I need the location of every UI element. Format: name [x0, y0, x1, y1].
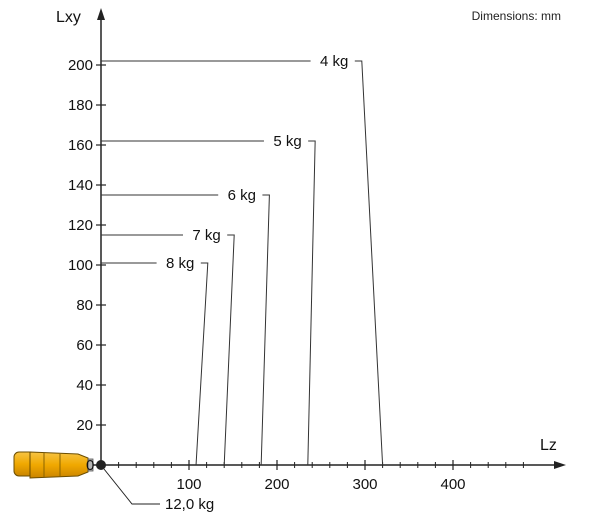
y-tick-label: 20 [76, 417, 93, 434]
gripper-icon [13, 451, 94, 479]
series-drop-7-kg [223, 234, 235, 466]
series-label-8-kg: 8 kg [166, 255, 194, 272]
series-drop-6-kg [260, 194, 270, 466]
y-tick-label: 40 [76, 377, 93, 394]
tcp-marker [96, 460, 106, 470]
y-axis-label: Lxy [56, 9, 81, 26]
y-axis-arrow [97, 8, 105, 20]
series-label-5-kg: 5 kg [273, 133, 301, 150]
series-label-7-kg: 7 kg [192, 227, 220, 244]
x-axis-label: Lz [540, 437, 557, 454]
annotation-label: 12,0 kg [165, 496, 214, 513]
y-tick-label: 180 [68, 97, 93, 114]
dimensions-note: Dimensions: mm [471, 9, 561, 23]
series-drop-4-kg [354, 60, 384, 466]
y-tick-label: 200 [68, 57, 93, 74]
origin-label: 0 [86, 457, 94, 474]
y-tick-label: 120 [68, 217, 93, 234]
y-tick-label: 100 [68, 257, 93, 274]
series-label-4-kg: 4 kg [320, 53, 348, 70]
y-tick-label: 80 [76, 297, 93, 314]
x-tick-label: 200 [264, 476, 289, 493]
x-axis-arrow [554, 461, 566, 469]
series-drop-5-kg [307, 140, 316, 466]
y-tick-label: 140 [68, 177, 93, 194]
y-tick-label: 60 [76, 337, 93, 354]
x-tick-label: 100 [176, 476, 201, 493]
series-drop-8-kg [195, 262, 209, 466]
y-tick-label: 160 [68, 137, 93, 154]
x-tick-label: 300 [352, 476, 377, 493]
annotation-leader-line [103, 468, 160, 505]
series-label-6-kg: 6 kg [228, 187, 256, 204]
x-tick-label: 400 [440, 476, 465, 493]
